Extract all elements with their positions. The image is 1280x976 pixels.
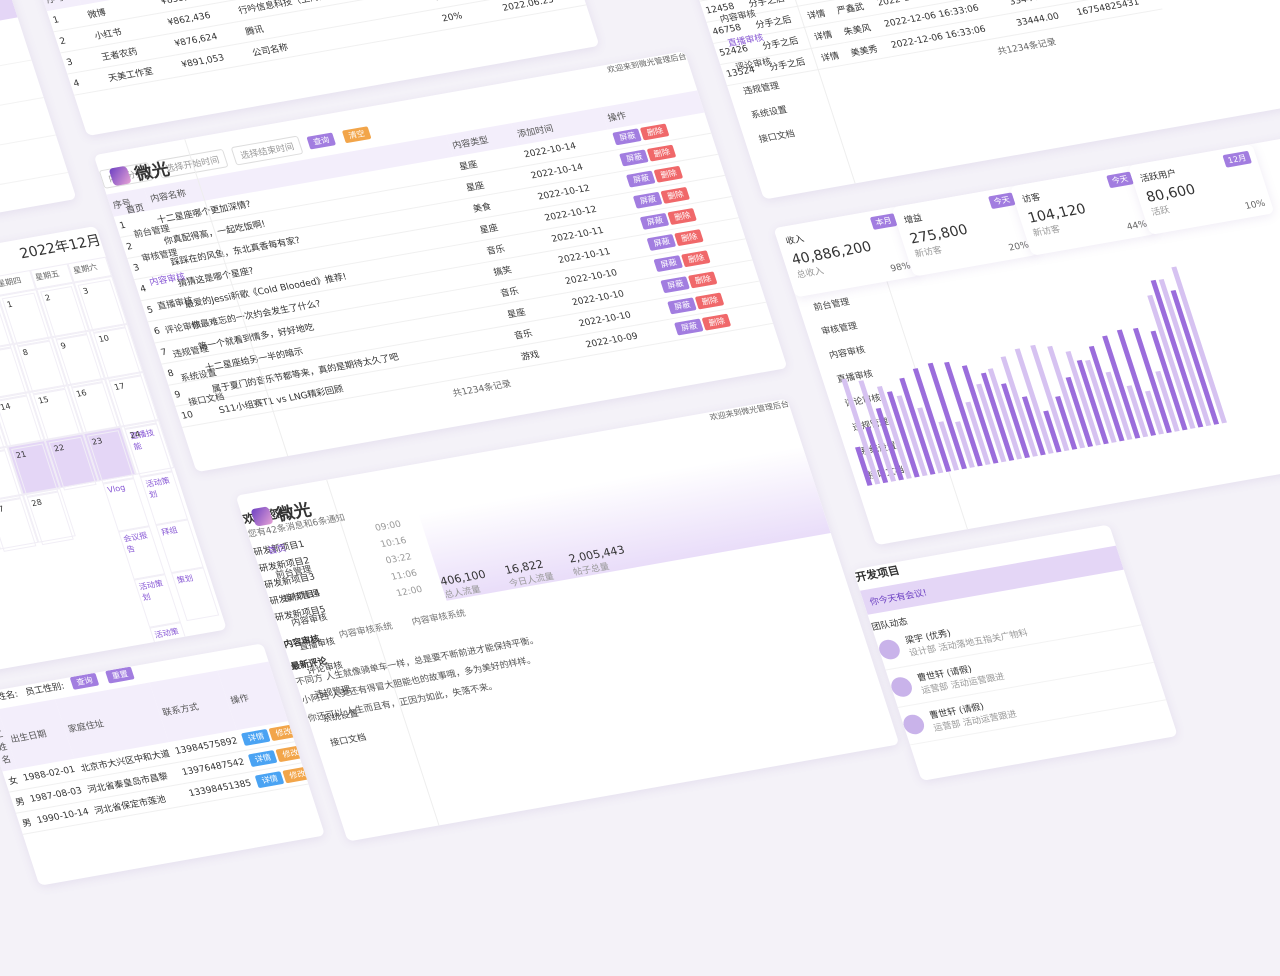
main: 开发项目你今天有会议!团队动态梁宇 (优秀)设计部 活动落地五指关广物料曹世轩 … [853, 525, 1166, 746]
action-button[interactable]: 修改 [276, 745, 306, 762]
action-button[interactable]: 删除 [668, 208, 698, 225]
stat-pct: 10% [1244, 199, 1267, 212]
filter-button[interactable]: 清空 [342, 126, 372, 143]
action-button[interactable]: 屏蔽 [613, 128, 643, 145]
filter-button[interactable]: 查询 [306, 132, 336, 149]
action-button[interactable]: 删除 [675, 229, 705, 246]
decor-bar [841, 379, 880, 485]
event: 拜组 [156, 519, 204, 573]
page: 合作项目Project Name序号合作项目收益金额公司名称收益提醒合作日期1微… [0, 0, 1280, 720]
filter-label: 员工姓名: [0, 687, 20, 706]
event: 策划 [172, 567, 220, 621]
avatar [901, 713, 927, 736]
cell: 2022.06.25 [496, 0, 586, 20]
action-button[interactable]: 屏蔽 [654, 255, 684, 272]
audit-item: 内容审核系统 [410, 606, 467, 628]
action-button[interactable]: 详情 [241, 729, 271, 746]
logo [108, 165, 131, 185]
filter-button[interactable]: 查询 [70, 673, 100, 690]
action-button[interactable]: 屏蔽 [633, 192, 663, 209]
action-button[interactable]: 删除 [702, 314, 732, 331]
action-button[interactable]: 修改 [283, 766, 313, 783]
action-button[interactable]: 删除 [654, 166, 684, 183]
home-panel: 微光首页前台管理审核管理内容审核直播审核评论审核违规管理系统设置接口文档欢迎来到… [236, 399, 900, 842]
action-button[interactable]: 删除 [647, 145, 677, 162]
action-button[interactable]: 详情 [255, 771, 285, 788]
dev-panel: 开发项目你今天有会议!团队动态梁宇 (优秀)设计部 活动落地五指关广物料曹世轩 … [853, 525, 1178, 781]
filter-button[interactable]: 重置 [105, 667, 135, 684]
avatar [876, 638, 902, 661]
action-button[interactable]: 屏蔽 [661, 276, 691, 293]
member: 梁宇 (优秀)设计部 活动落地五指关广物料 [0, 135, 68, 216]
brand-name: 微光 [273, 495, 314, 525]
action-button[interactable]: 屏蔽 [620, 149, 650, 166]
action-button[interactable]: 删除 [681, 250, 711, 267]
action-button[interactable]: 屏蔽 [647, 234, 677, 251]
action-button[interactable]: 删除 [661, 187, 691, 204]
action-button[interactable]: 详情 [248, 750, 278, 767]
logo [250, 506, 273, 526]
main: 合作项目Project Name序号合作项目收益金额公司名称收益提醒合作日期1微… [34, 0, 586, 96]
action-button[interactable]: 屏蔽 [674, 318, 704, 335]
avatar [889, 676, 915, 699]
action-button[interactable]: 修改 [269, 724, 299, 741]
stats-panel: 微光首页前台管理审核管理内容审核直播审核评论审核违规管理系统设置接口文档收入本月… [773, 124, 1280, 545]
event: 活动策划 [140, 471, 188, 525]
table: 序号合作项目收益金额公司名称收益提醒合作日期1微博¥853,053北京微梦创科网… [40, 0, 587, 96]
task-time: 12:00 [395, 585, 425, 602]
action-button[interactable]: 删除 [695, 292, 725, 309]
brand-name: 微光 [131, 155, 172, 185]
action-button[interactable]: 屏蔽 [668, 297, 698, 314]
action-button[interactable]: 删除 [640, 123, 670, 140]
action-button[interactable]: 屏蔽 [640, 213, 670, 230]
action-button[interactable]: 删除 [688, 271, 718, 288]
member-info: 曹世轩 (请假)运营部 活动运营跟进 [927, 694, 1018, 734]
filter-label: 员工性别: [23, 679, 66, 698]
action-button[interactable]: 屏蔽 [626, 171, 656, 188]
